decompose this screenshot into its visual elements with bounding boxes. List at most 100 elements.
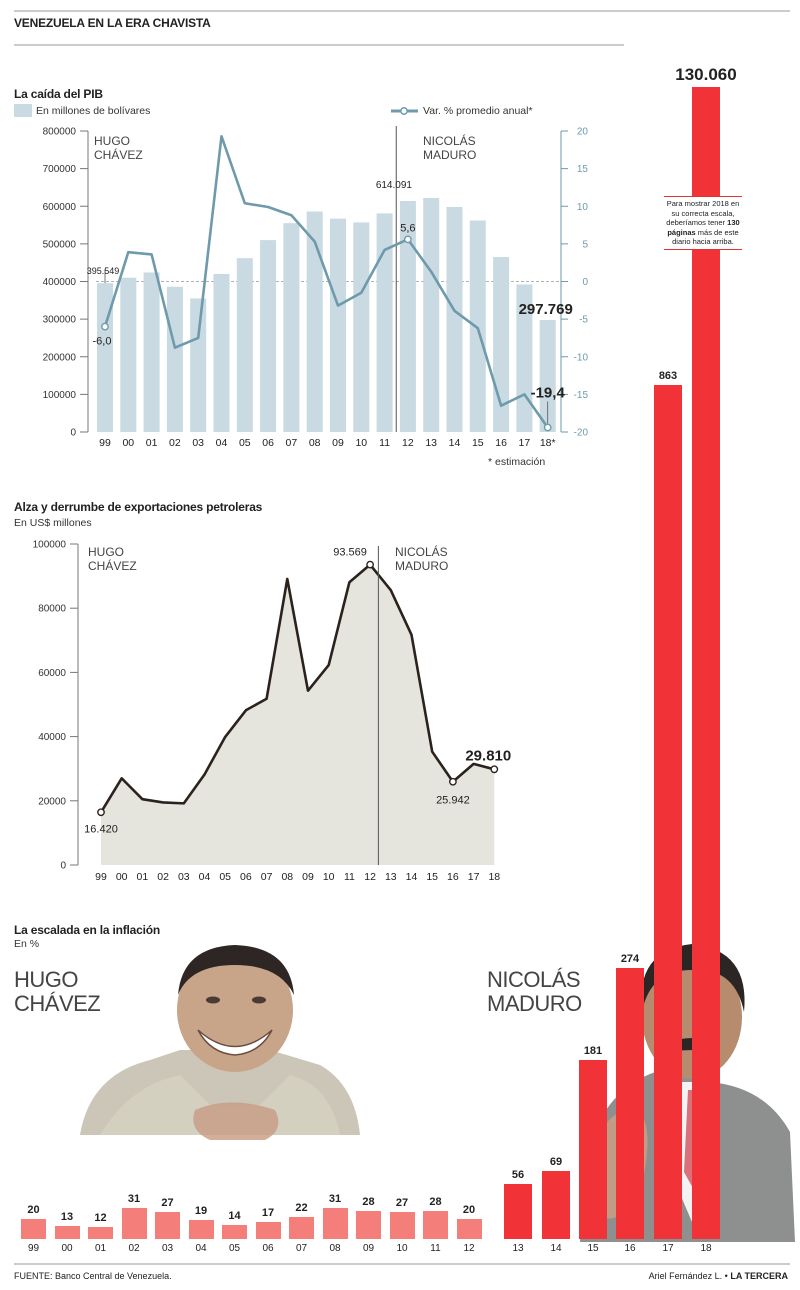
inflation-x-tick: 05 [228, 1243, 241, 1254]
inflation-value-label: 12 [94, 1212, 107, 1225]
oil-area [101, 564, 495, 865]
inflation-chavez-name: HUGO CHÁVEZ [14, 967, 101, 1016]
inflation-x-tick: 00 [61, 1243, 73, 1254]
oil-x-tick: 09 [302, 871, 314, 883]
pib-x-tick: 05 [239, 437, 251, 449]
pib-last-var-label: -19,4 [531, 384, 566, 401]
oil-point [97, 808, 105, 817]
pib-y-tick: 0 [70, 428, 76, 439]
pib-y2-tick: 15 [577, 164, 589, 175]
inflation-value-label: 130.060 [675, 65, 737, 84]
pib-y-tick: 200000 [43, 352, 77, 363]
inflation-bar [542, 1170, 570, 1239]
inflation-bar [54, 1226, 80, 1239]
oil-peak-label: 93.569 [333, 547, 367, 559]
pib-x-tick: 15 [472, 437, 484, 449]
note-text-bold-1: 130 [727, 218, 740, 227]
inflation-scale-note: Para mostrar 2018 en su correcta escala,… [664, 196, 742, 250]
page-title: VENEZUELA EN LA ERA CHAVISTA [14, 16, 211, 30]
maduro-portrait-icon [580, 944, 795, 1242]
pib-x-tick: 11 [379, 437, 390, 449]
oil-x-tick: 08 [281, 871, 293, 883]
inflation-bar [579, 1059, 607, 1239]
inflation-x-tick: 10 [396, 1243, 408, 1254]
pib-x-tick: 12 [402, 437, 414, 449]
oil-y-tick: 100000 [33, 540, 67, 551]
oil-chavez-label: HUGO CHÁVEZ [88, 545, 137, 573]
oil-first-label: 16.420 [84, 823, 118, 835]
pib-y-tick: 500000 [43, 239, 77, 250]
pib-y-tick: 700000 [43, 164, 77, 175]
pib-bar [446, 207, 463, 432]
oil-chart: 100000 80000 60000 40000 20000 0 99 00 01 02 03 04 0… [33, 540, 512, 884]
inflation-bar [692, 87, 720, 1239]
oil-point [366, 560, 374, 569]
pib-footnote: * estimación [488, 456, 545, 468]
pib-x-tick: 04 [216, 437, 228, 449]
inflation-bar [504, 1183, 532, 1239]
pib-y2-tick: -20 [574, 428, 589, 439]
note-text-bold-2: páginas [667, 227, 696, 237]
oil-point [448, 777, 457, 786]
inflation-x-tick: 12 [463, 1243, 475, 1254]
footer-source: FUENTE: Banco Central de Venezuela. [14, 1271, 172, 1281]
inflation-value-label: 69 [549, 1155, 563, 1168]
pib-x-tick: 17 [519, 437, 531, 449]
oil-low-label: 25.942 [436, 795, 470, 807]
pib-peak-var-label: 5,6 [400, 222, 415, 234]
inflation-bar [255, 1222, 281, 1239]
oil-x-tick: 13 [385, 871, 397, 883]
inflation-value-label: 31 [328, 1193, 342, 1206]
inflation-x-tick: 14 [550, 1243, 562, 1254]
oil-y-tick: 40000 [38, 732, 66, 743]
inflation-value-label: 56 [511, 1168, 525, 1181]
pib-x-tick: 99 [99, 437, 111, 449]
pib-bar [469, 220, 486, 432]
oil-x-tick: 10 [323, 871, 335, 883]
oil-x-tick: 04 [199, 871, 211, 883]
oil-y-tick: 60000 [38, 668, 66, 679]
footer-rule [14, 1263, 790, 1265]
pib-bar [330, 218, 346, 432]
inflation-x-tick: 17 [662, 1243, 674, 1254]
inflation-value-label: 181 [583, 1044, 603, 1057]
inflation-value-label: 19 [194, 1205, 208, 1218]
pib-bar [97, 283, 113, 432]
oil-x-tick: 07 [261, 871, 273, 883]
oil-x-tick: 00 [116, 871, 128, 883]
oil-y-tick: 80000 [38, 604, 66, 615]
pib-x-tick: 10 [355, 437, 367, 449]
inflation-bar [356, 1211, 381, 1239]
pib-bar [423, 197, 440, 432]
inflation-x-tick: 11 [430, 1243, 441, 1254]
inflation-x-tick: 03 [161, 1243, 174, 1254]
pib-last-bar-label: 297.769 [519, 301, 573, 318]
pib-bar [376, 213, 393, 432]
pib-x-tick: 08 [309, 437, 321, 449]
inflation-value-label: 14 [228, 1210, 241, 1223]
pib-bar [143, 272, 160, 432]
pib-bar [353, 222, 370, 432]
oil-last-label: 29.810 [465, 747, 511, 764]
pib-legend-bar-label: En millones de bolívares [36, 105, 151, 117]
inflation-x-tick: 18 [700, 1243, 712, 1254]
inflation-value-label: 20 [462, 1204, 476, 1217]
pib-chavez-label: HUGO CHÁVEZ [94, 134, 143, 162]
oil-x-tick: 14 [406, 871, 418, 883]
inflation-x-tick: 06 [262, 1243, 274, 1254]
oil-chart-title: Alza y derrumbe de exportaciones petrole… [14, 500, 263, 514]
inflation-bar [289, 1217, 314, 1239]
pib-bar [283, 223, 300, 432]
pib-first-bar-label: 395.549 [87, 266, 120, 276]
pib-x-tick: 07 [286, 437, 298, 449]
pib-first-var-label: -6,0 [93, 336, 112, 348]
pib-y2-tick: 20 [577, 127, 589, 138]
inflation-value-label: 274 [620, 952, 640, 965]
inflation-x-tick: 15 [587, 1243, 599, 1254]
inflation-value-label: 27 [395, 1197, 409, 1210]
inflation-bar [389, 1212, 415, 1239]
inflation-x-tick: 99 [27, 1243, 40, 1254]
pib-x-tick: 01 [146, 437, 158, 449]
pib-bar [120, 277, 137, 432]
pib-bar [399, 200, 416, 432]
